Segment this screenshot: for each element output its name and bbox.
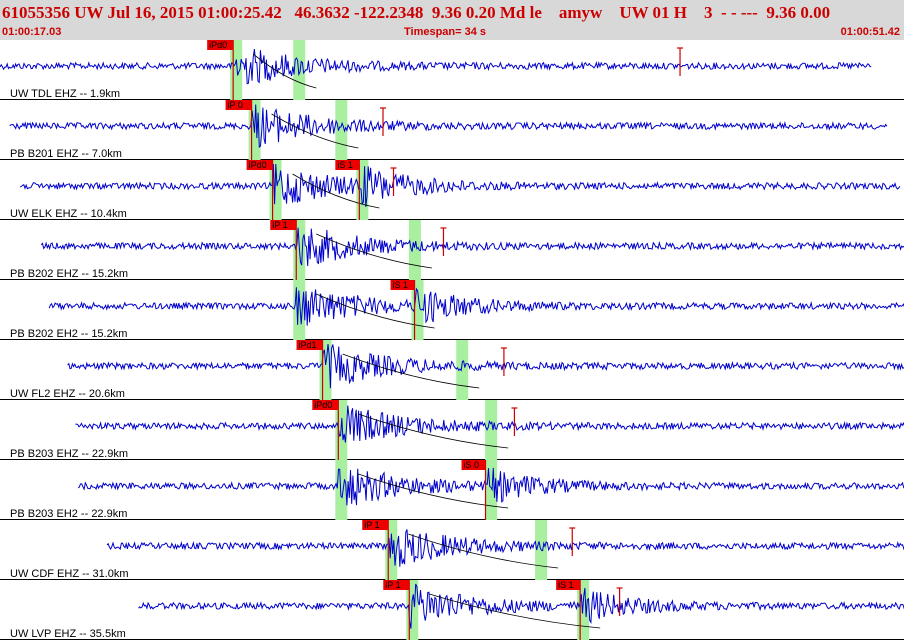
timespan: Timespan= 34 s xyxy=(404,26,487,38)
s-pick-label: iS 1 xyxy=(393,280,409,290)
waveform-trace xyxy=(48,287,904,326)
moveout-curve xyxy=(292,173,380,209)
p-pick-box[interactable] xyxy=(383,580,410,590)
waveform-trace xyxy=(40,227,904,267)
p-pick-box[interactable] xyxy=(270,220,297,230)
p-pick-label: iP 1 xyxy=(385,580,400,590)
time-end: 01:00:51.42 xyxy=(840,26,900,38)
p-pick-box[interactable] xyxy=(246,160,273,170)
p-pick-box[interactable] xyxy=(207,40,234,50)
waveform-trace xyxy=(0,49,872,85)
station-label: UW FL2 EHZ -- 20.6km xyxy=(10,388,125,400)
pick-window xyxy=(485,400,498,460)
waveform-trace xyxy=(67,343,904,389)
station-label: PB B202 EHZ -- 15.2km xyxy=(10,268,128,280)
s-pick-box[interactable] xyxy=(335,160,360,170)
waveform-trace xyxy=(77,467,904,506)
p-pick-label: iP 1 xyxy=(364,520,379,530)
p-pick-label: iPd0 xyxy=(209,40,227,50)
moveout-curve xyxy=(316,293,435,329)
pick-window xyxy=(335,100,348,160)
moveout-curve xyxy=(358,473,509,509)
p-pick-box[interactable] xyxy=(225,100,252,110)
p-pick-box[interactable] xyxy=(362,520,389,530)
station-label: PB B203 EHZ -- 22.9km xyxy=(10,448,128,460)
moveout-curve xyxy=(358,413,509,449)
station-label: UW TDL EHZ -- 1.9km xyxy=(10,88,120,100)
moveout-curve xyxy=(408,533,559,569)
pick-window xyxy=(293,40,306,100)
waveform-trace xyxy=(9,104,888,148)
moveout-curve xyxy=(271,113,359,149)
p-pick-label: iPd0 xyxy=(314,400,332,410)
moveout-curve xyxy=(316,233,432,269)
pick-window xyxy=(456,340,469,400)
p-pick-label: iP 1 xyxy=(272,220,287,230)
time-start: 01:00:17.03 xyxy=(2,26,62,38)
pick-window xyxy=(335,460,348,520)
s-pick-label: iS 1 xyxy=(558,580,574,590)
p-pick-box[interactable] xyxy=(312,400,339,410)
p-pick-box[interactable] xyxy=(296,340,323,350)
s-pick-box[interactable] xyxy=(556,580,581,590)
station-label: PB B203 EH2 -- 22.9km xyxy=(10,508,127,520)
station-label: UW CDF EHZ -- 31.0km xyxy=(10,568,129,580)
pick-window xyxy=(293,280,306,340)
waveform-trace xyxy=(75,405,904,443)
s-pick-box[interactable] xyxy=(461,460,486,470)
s-pick-label: iS 0 xyxy=(464,460,480,470)
p-pick-label: iPd0 xyxy=(249,160,267,170)
waveform-trace xyxy=(138,583,904,629)
station-label: UW ELK EHZ -- 10.4km xyxy=(10,208,127,220)
moveout-curve xyxy=(342,353,480,389)
station-label: PB B201 EHZ -- 7.0km xyxy=(10,148,122,160)
station-label: PB B202 EH2 -- 15.2km xyxy=(10,328,127,340)
event-header: 61055356 UW Jul 16, 2015 01:00:25.42 46.… xyxy=(0,0,904,40)
p-pick-label: iPd1 xyxy=(299,340,317,350)
waveform-trace xyxy=(19,163,901,207)
station-label: UW LVP EHZ -- 35.5km xyxy=(10,628,126,640)
p-pick-label: iP 0 xyxy=(228,100,243,110)
moveout-curve xyxy=(252,53,317,89)
s-pick-box[interactable] xyxy=(390,280,415,290)
event-summary: 61055356 UW Jul 16, 2015 01:00:25.42 46.… xyxy=(2,3,831,22)
s-pick-label: iS 1 xyxy=(337,160,353,170)
seismogram-panel: iPd0 UW TDL EHZ -- 1.9km iP 0 PB B201 EHZ -… xyxy=(0,40,904,640)
waveform-trace xyxy=(106,529,904,567)
